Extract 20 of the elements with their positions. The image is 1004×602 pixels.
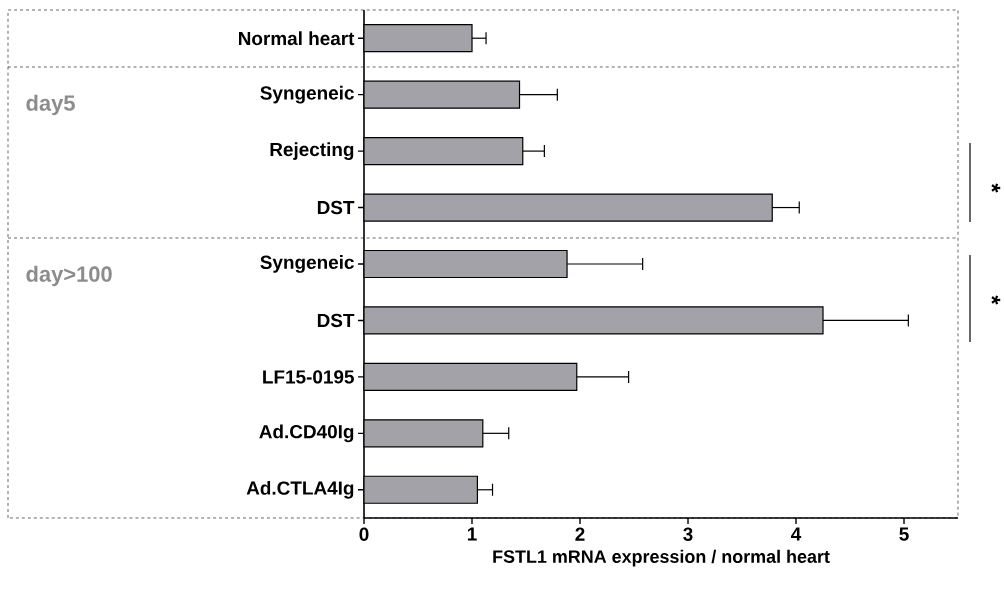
- text: day>100: [26, 265, 112, 287]
- y-tick-label: Ad.CTLA4Ig: [246, 480, 354, 499]
- y-tick-label: LF15-0195: [263, 370, 354, 384]
- y-tick-label: Syngeneic: [260, 85, 354, 104]
- text: day5: [26, 94, 75, 116]
- y-tick-label: DST: [317, 200, 355, 215]
- x-axis-title: FSTL1 mRNA expression / normal heart: [493, 549, 830, 567]
- x-tick-label: 2: [575, 527, 585, 541]
- text: *: [991, 183, 1001, 193]
- y-tick-label: DST: [317, 313, 355, 328]
- x-tick-label: 4: [791, 527, 802, 541]
- x-tick-label: 1: [467, 527, 477, 541]
- y-tick-label: Ad.CD40Ig: [259, 424, 354, 443]
- x-tick-label: 5: [899, 527, 909, 541]
- x-tick-label: 0: [359, 527, 369, 541]
- y-tick-label: Rejecting: [270, 142, 354, 160]
- text: *: [991, 295, 1001, 305]
- y-tick-label: Syngeneic: [260, 255, 354, 273]
- y-tick-label: Normal heart: [238, 31, 355, 46]
- x-tick-label: 3: [683, 527, 693, 541]
